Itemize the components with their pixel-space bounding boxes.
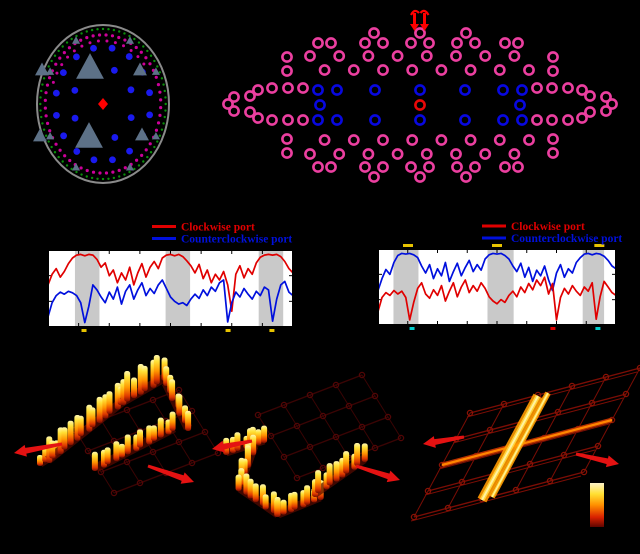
propagation-arrow-icon [13,442,63,457]
propagation-arrow-icon [211,439,253,453]
transmission-chart-clockwise-excitation [47,249,294,332]
propagation-arrow-icon [355,464,400,483]
flame-intensity-bars [91,411,176,471]
chart-right-legend: Clockwise port Counterclockwise port [482,221,622,245]
blue-ring-resonators [312,84,528,126]
legend-label-clockwise: Clockwise port [511,221,585,233]
field-intensity-map-middle [211,371,405,519]
propagation-arrow-icon [147,464,194,484]
plot-border [377,248,617,326]
propagation-arrow-icon [575,452,619,468]
flame-intensity-bars [163,366,192,431]
clockwise-port-curve [47,253,294,313]
transmission-chart-counterclockwise-excitation [377,244,617,330]
flame-intensity-bars [238,426,257,487]
legend-label-counterclockwise: Counterclockwise port [181,234,292,246]
legend-label-clockwise: Clockwise port [181,222,255,234]
green-dot-ring [39,27,167,181]
counterclockwise-port-curve [377,252,617,292]
red-source-ring [414,99,426,111]
pink-ring-resonators [222,27,618,183]
field-intensity-map-left [13,355,222,497]
field-intensity-map-right [410,364,640,522]
edge-mode-markers [402,244,605,330]
flame-intensity-bars [120,355,168,405]
chart-left-legend: Clockwise port Counterclockwise port [152,222,292,246]
counterclockwise-port-curve [47,279,294,324]
quasicrystal-resonator-panel [33,24,170,184]
triangle-scatterers [33,36,160,171]
plot-border [47,249,294,328]
edge-mode-markers [81,329,275,332]
legend-label-counterclockwise: Counterclockwise port [511,233,622,245]
clockwise-port-curve [377,276,617,321]
center-defect-marker [98,98,108,110]
magenta-dot-arc [51,39,146,84]
propagation-arrow-icon [423,435,465,448]
colorbar-gradient [590,483,604,527]
ring-resonator-lattice-panel [222,9,618,183]
input-arrows-icon [410,9,430,31]
intensity-colorbar [590,483,604,527]
flame-intensity-bars [311,443,368,497]
flame-intensity-bars [46,382,124,463]
